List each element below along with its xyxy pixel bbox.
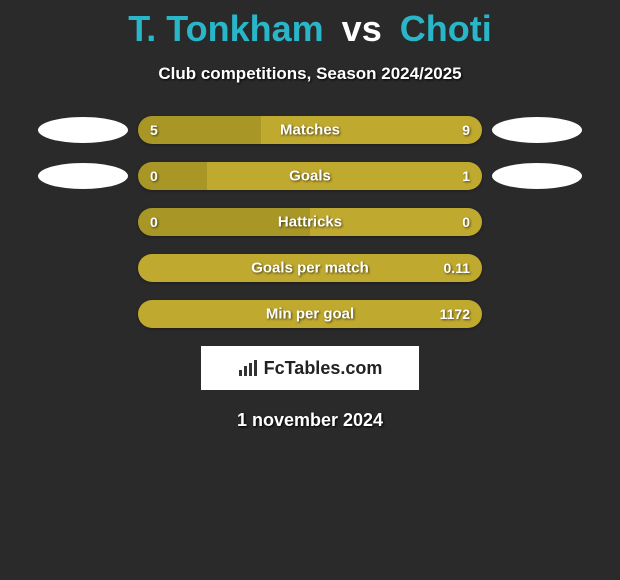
stat-bar: Matches 5 9 <box>138 116 482 144</box>
right-badge-slot <box>482 163 592 189</box>
stat-value-left: 0 <box>150 168 158 184</box>
stat-label: Min per goal <box>266 306 354 323</box>
site-logo: FcTables.com <box>201 346 419 390</box>
comparison-chart: Matches 5 9 Goals 0 1 Hattricks 0 0 Goals per mat… <box>0 116 620 328</box>
subtitle: Club competitions, Season 2024/2025 <box>0 64 620 84</box>
stat-label: Matches <box>280 122 340 139</box>
player1-name: T. Tonkham <box>128 8 323 49</box>
logo-text: FcTables.com <box>264 358 383 379</box>
stat-label: Hattricks <box>278 214 342 231</box>
player2-name: Choti <box>400 8 492 49</box>
comparison-title: T. Tonkham vs Choti <box>0 0 620 50</box>
left-badge-slot <box>28 163 138 189</box>
stat-bar: Goals per match 0.11 <box>138 254 482 282</box>
stat-row: Goals 0 1 <box>0 162 620 190</box>
stat-row: Matches 5 9 <box>0 116 620 144</box>
stat-bar: Min per goal 1172 <box>138 300 482 328</box>
stat-value-right: 0 <box>462 214 470 230</box>
team-badge-right <box>492 163 582 189</box>
bar-segment-right <box>207 162 482 190</box>
stat-value-right: 0.11 <box>444 260 470 276</box>
stat-value-right: 1172 <box>440 306 470 322</box>
chart-icon <box>238 359 258 377</box>
stat-row: Hattricks 0 0 <box>0 208 620 236</box>
team-badge-left <box>38 163 128 189</box>
stat-value-right: 9 <box>462 122 470 138</box>
stat-value-left: 5 <box>150 122 158 138</box>
stat-label: Goals per match <box>251 260 369 277</box>
team-badge-right <box>492 117 582 143</box>
left-badge-slot <box>28 117 138 143</box>
stat-row: Goals per match 0.11 <box>0 254 620 282</box>
team-badge-left <box>38 117 128 143</box>
stat-value-left: 0 <box>150 214 158 230</box>
stat-label: Goals <box>289 168 331 185</box>
stat-bar: Hattricks 0 0 <box>138 208 482 236</box>
right-badge-slot <box>482 117 592 143</box>
date-label: 1 november 2024 <box>0 410 620 431</box>
stat-value-right: 1 <box>462 168 470 184</box>
stat-row: Min per goal 1172 <box>0 300 620 328</box>
stat-bar: Goals 0 1 <box>138 162 482 190</box>
vs-text: vs <box>342 8 382 49</box>
bar-segment-left <box>138 162 207 190</box>
